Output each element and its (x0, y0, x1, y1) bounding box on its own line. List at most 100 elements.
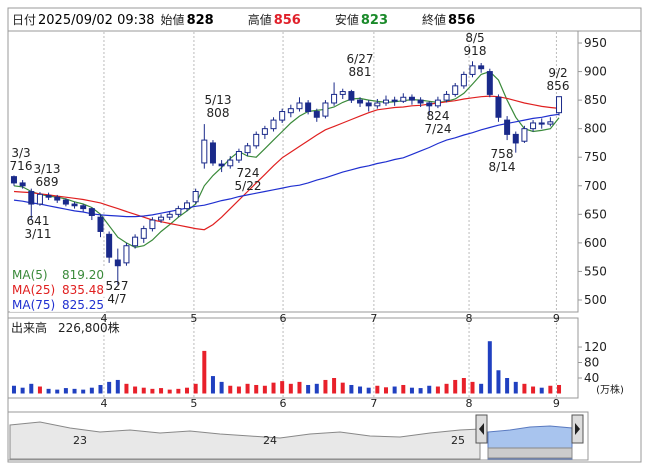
annotation-date: 4/7 (107, 292, 126, 306)
candle-body (417, 99, 424, 104)
volume-bar (513, 381, 518, 394)
candle-body (88, 208, 95, 216)
annotation-date: 5/13 (205, 93, 232, 107)
candle-body (331, 93, 338, 104)
candle-body (106, 233, 113, 258)
y-tick-label: 900 (584, 65, 607, 79)
annotation-date: 3/11 (25, 227, 52, 241)
volume-bar (254, 384, 259, 394)
volume-bar (349, 384, 354, 394)
header-label: 安値 (335, 12, 359, 27)
volume-bar (159, 388, 164, 394)
header-value: 856 (448, 13, 475, 28)
y-tick-label: 40 (584, 371, 599, 385)
volume-label: 出来高 (11, 320, 47, 335)
navigator-label: 23 (73, 434, 87, 447)
candle-body (339, 91, 346, 95)
navigator-scrollbar[interactable] (487, 447, 573, 459)
volume-bar (271, 382, 276, 394)
candle-body (495, 96, 502, 118)
volume-bar (470, 381, 475, 394)
volume-bar (280, 381, 285, 394)
volume-bar (72, 388, 77, 394)
y-tick-label: 120 (584, 340, 607, 354)
volume-bar (236, 386, 241, 394)
candle-body (235, 151, 242, 161)
volume-bar (314, 383, 319, 394)
volume-bar (479, 383, 484, 394)
x-tick-label: 4 (100, 397, 107, 410)
candle-body (452, 85, 459, 95)
volume-bar (557, 384, 562, 394)
candle-body (287, 108, 294, 114)
legend-value: 819.20 (62, 268, 104, 282)
volume-bar (210, 376, 215, 394)
header-value: 828 (187, 13, 214, 28)
volume-bar (20, 387, 25, 394)
volume-bar (98, 384, 103, 394)
header-value: 823 (361, 13, 388, 28)
volume-bar (297, 381, 302, 394)
candle-body (313, 111, 320, 118)
x-tick-label: 9 (553, 397, 560, 410)
volume-bar (453, 379, 458, 394)
x-tick-label: 6 (280, 397, 287, 410)
candle-body (149, 219, 156, 230)
annotation-date: 8/14 (489, 160, 516, 174)
candle-body (36, 193, 43, 205)
y-tick-label: 850 (584, 93, 607, 107)
volume-bar (133, 386, 138, 394)
x-tick-label: 4 (100, 312, 107, 325)
annotation-date: 5/22 (235, 179, 262, 193)
candle-body (175, 208, 182, 215)
annotation-price: 758 (491, 147, 514, 161)
annotation-price: 881 (349, 65, 372, 79)
y-tick-label: 750 (584, 150, 607, 164)
candle-body (443, 93, 450, 101)
candle-body (408, 96, 415, 101)
y-tick-label: 600 (584, 236, 607, 250)
volume-bar (461, 378, 466, 394)
volume-bar (427, 385, 432, 394)
handle-arrow (479, 423, 484, 435)
volume-bar (81, 389, 86, 394)
candle-body (62, 199, 69, 205)
candle-body (460, 73, 467, 87)
ma-line (13, 113, 560, 218)
volume-bar (37, 386, 42, 394)
candle-body (365, 102, 372, 107)
candle-body (434, 99, 441, 107)
candle-body (218, 163, 225, 167)
annotation-date: 7/24 (425, 122, 452, 136)
candle-body (521, 128, 528, 142)
candle-body (253, 133, 260, 147)
volume-bar (228, 385, 233, 394)
candle-body (158, 216, 165, 221)
volume-bar (401, 384, 406, 394)
legend-value: 835.48 (62, 283, 104, 297)
legend-name: MA(75) (12, 298, 55, 312)
volume-bar (219, 381, 224, 394)
legend-name: MA(25) (12, 283, 55, 297)
legend-bg (10, 268, 106, 282)
volume-bar (245, 383, 250, 394)
annotation-price: 808 (207, 106, 230, 120)
candle-body (184, 202, 191, 210)
candle-body (512, 133, 519, 144)
header-label: 終値 (422, 12, 446, 27)
candle-body (486, 71, 493, 95)
candle-body (296, 102, 303, 110)
candle-body (270, 119, 277, 130)
candle-body (261, 128, 268, 135)
volume-bar (306, 384, 311, 394)
annotation-date: 9/2 (548, 66, 567, 80)
volume-bar (63, 388, 68, 394)
annotation-date: 6/27 (347, 52, 374, 66)
volume-bar (288, 383, 293, 394)
volume-bar (11, 385, 16, 394)
legend-bg (10, 283, 106, 297)
candle-body (279, 111, 286, 121)
candle-body (192, 190, 199, 203)
y-tick-label: 550 (584, 264, 607, 278)
